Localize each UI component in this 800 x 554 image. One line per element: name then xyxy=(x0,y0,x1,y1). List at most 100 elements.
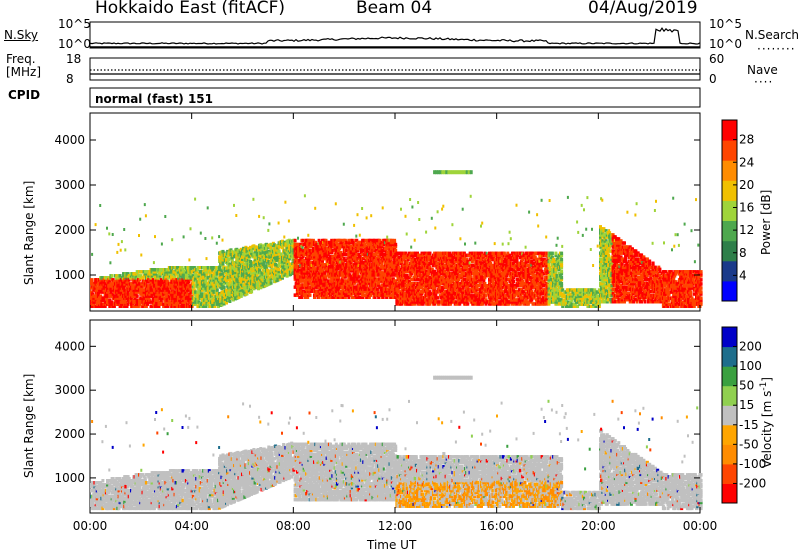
power-cell xyxy=(358,265,362,269)
power-cell xyxy=(192,298,196,302)
power-cell xyxy=(303,242,307,247)
power-cell xyxy=(112,290,116,294)
power-cell xyxy=(426,273,430,278)
power-cell xyxy=(303,263,307,267)
power-cell xyxy=(206,290,210,294)
power-cell xyxy=(109,286,113,290)
power-cell xyxy=(404,251,408,256)
power-cell xyxy=(350,238,354,243)
power-cell xyxy=(355,269,359,273)
power-cell xyxy=(329,271,332,275)
power-cell xyxy=(421,290,425,294)
power-cell xyxy=(348,257,352,261)
power-cell xyxy=(401,298,405,302)
power-cell xyxy=(383,248,387,253)
power-cell xyxy=(123,288,127,292)
power-cell xyxy=(414,273,418,278)
power-cell xyxy=(395,273,399,278)
power-cell xyxy=(235,214,238,217)
power-cell xyxy=(305,285,308,289)
power-cell xyxy=(318,240,322,245)
power-cell xyxy=(446,277,450,282)
power-cell xyxy=(139,298,143,302)
power-cell xyxy=(391,287,395,291)
power-cell xyxy=(319,267,323,271)
power-cell xyxy=(230,282,234,286)
power-cell xyxy=(167,302,171,306)
power-cell xyxy=(421,282,425,286)
power-cell xyxy=(144,296,148,300)
power-cell xyxy=(348,279,352,283)
power-cell xyxy=(123,290,127,294)
power-cell xyxy=(394,279,398,283)
power-cell xyxy=(126,302,130,306)
power-cell xyxy=(206,282,210,286)
power-cell xyxy=(133,296,137,300)
power-cell xyxy=(222,281,226,286)
power-cell xyxy=(160,296,164,300)
power-cell xyxy=(228,299,232,303)
power-cell xyxy=(227,265,231,270)
power-cell xyxy=(179,286,183,290)
power-cell xyxy=(412,265,416,270)
power-cell xyxy=(190,294,194,298)
power-cell xyxy=(456,286,459,290)
power-cell xyxy=(332,255,336,259)
power-cell xyxy=(301,238,305,243)
power-cell xyxy=(164,302,168,306)
power-cell xyxy=(337,250,340,255)
power-cell xyxy=(278,277,282,281)
power-cell xyxy=(433,286,437,290)
power-cell xyxy=(355,259,359,263)
power-cell xyxy=(434,226,437,230)
power-cell xyxy=(364,261,368,265)
power-cell xyxy=(94,223,97,227)
power-cell xyxy=(364,259,368,263)
power-cell xyxy=(393,246,397,251)
power-cell xyxy=(456,279,459,284)
power-cell xyxy=(412,288,416,292)
power-cell xyxy=(403,261,407,266)
power-cell xyxy=(383,275,387,279)
power-cell xyxy=(359,289,363,293)
power-cell xyxy=(109,292,113,296)
power-cell xyxy=(422,271,426,276)
power-cell xyxy=(334,283,338,287)
freq-label: Freq. xyxy=(6,52,36,66)
power-cell xyxy=(123,228,126,231)
power-cell xyxy=(417,269,421,274)
power-cell xyxy=(400,294,403,298)
power-cell xyxy=(402,279,406,284)
power-cell xyxy=(182,302,186,306)
power-cell xyxy=(370,246,374,251)
power-cell xyxy=(385,252,389,257)
power-cell xyxy=(458,302,462,306)
power-cell xyxy=(457,253,461,258)
power-cell xyxy=(155,304,159,308)
power-cell xyxy=(333,263,337,267)
power-cell xyxy=(149,280,153,284)
power-cell xyxy=(325,257,329,261)
power-cell xyxy=(265,265,268,269)
power-cell xyxy=(389,246,393,251)
power-cell xyxy=(332,291,336,295)
power-cell xyxy=(362,257,366,261)
power-cell xyxy=(350,289,354,293)
power-cell xyxy=(437,251,441,256)
power-cell xyxy=(395,292,399,296)
power-cell xyxy=(182,290,186,294)
power-cell xyxy=(406,263,410,268)
power-cell xyxy=(205,284,209,288)
power-cell xyxy=(92,284,96,288)
power-cell xyxy=(148,298,152,302)
power-cell xyxy=(370,271,374,275)
power-cell xyxy=(221,238,224,242)
power-cell xyxy=(395,261,399,266)
power-cell xyxy=(186,294,190,298)
power-cell xyxy=(125,278,129,282)
power-cell xyxy=(450,267,454,272)
power-cell xyxy=(321,287,324,291)
power-cell xyxy=(255,277,259,281)
power-cell xyxy=(378,248,382,253)
power-cell xyxy=(95,280,99,284)
